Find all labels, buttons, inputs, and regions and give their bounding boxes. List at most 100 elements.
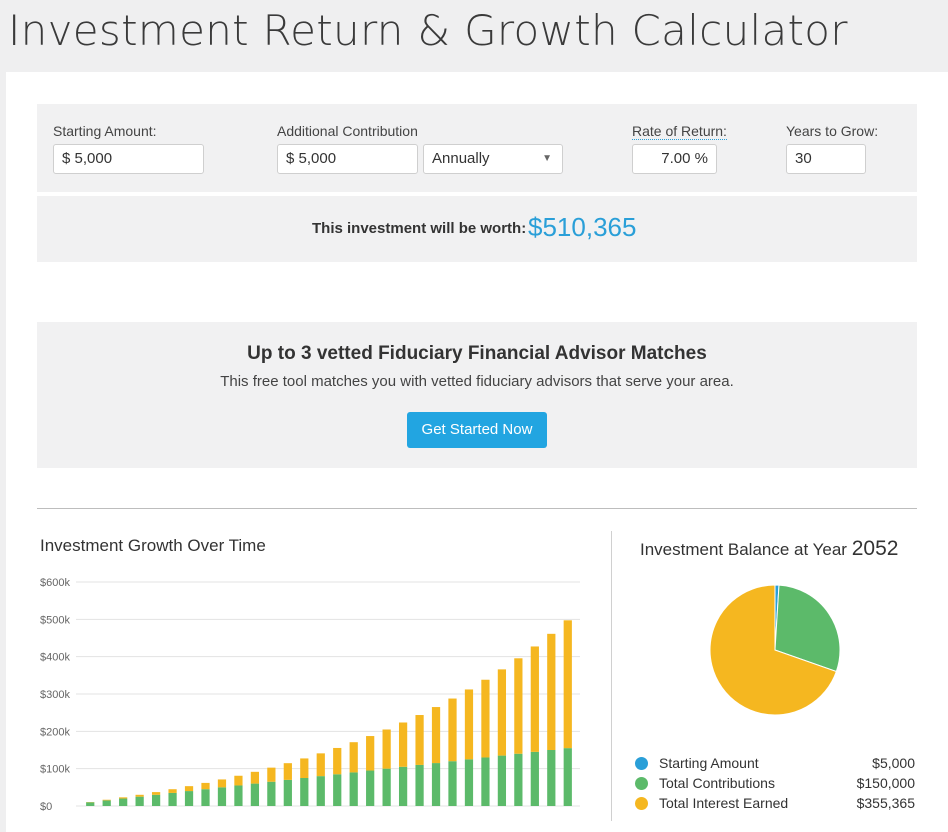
bar-interest: [432, 707, 440, 763]
bar-interest: [415, 715, 423, 765]
legend-dot: [635, 777, 648, 790]
rate-of-return-label[interactable]: Rate of Return:: [632, 123, 727, 140]
bar-contributions: [564, 748, 572, 806]
get-started-button[interactable]: Get Started Now: [407, 412, 547, 448]
bar-interest: [564, 620, 572, 748]
bar-contributions: [366, 771, 374, 806]
years-to-grow-input[interactable]: 30: [786, 144, 866, 174]
bar-interest: [448, 699, 456, 762]
bar-interest: [366, 736, 374, 770]
bar-contributions: [152, 795, 160, 806]
balance-title-text: Investment Balance at Year: [640, 540, 847, 559]
bar-contributions: [201, 789, 209, 806]
bar-contributions: [432, 763, 440, 806]
legend-label: Starting Amount: [659, 755, 759, 771]
bar-interest: [481, 680, 489, 758]
legend-value: $150,000: [857, 775, 915, 791]
advisor-promo: Up to 3 vetted Fiduciary Financial Advis…: [37, 322, 917, 468]
bar-interest: [185, 786, 193, 791]
bar-contributions: [136, 797, 144, 806]
bar-interest: [547, 634, 555, 750]
bar-contributions: [399, 767, 407, 806]
bar-contributions: [514, 754, 522, 806]
frequency-select[interactable]: Annually ▼: [423, 144, 563, 174]
legend-item-total-interest: Total Interest Earned $355,365: [635, 794, 915, 814]
years-to-grow-label: Years to Grow:: [786, 123, 878, 139]
bar-contributions: [498, 756, 506, 806]
legend-value: $5,000: [872, 755, 915, 771]
bar-contributions: [333, 774, 341, 806]
growth-chart-title: Investment Growth Over Time: [40, 536, 266, 556]
bar-contributions: [119, 799, 127, 806]
bar-interest: [531, 646, 539, 751]
advisor-title: Up to 3 vetted Fiduciary Financial Advis…: [37, 343, 917, 365]
contribution-label: Additional Contribution: [277, 123, 418, 139]
bar-interest: [333, 748, 341, 774]
bar-interest: [218, 779, 226, 787]
bar-contributions: [267, 782, 275, 806]
bar-contributions: [465, 759, 473, 806]
advisor-subtitle: This free tool matches you with vetted f…: [37, 373, 917, 390]
legend-item-starting-amount: Starting Amount $5,000: [635, 754, 915, 774]
legend-label: Total Interest Earned: [659, 795, 788, 811]
y-tick-label: $300k: [40, 689, 70, 701]
bar-interest: [317, 753, 325, 776]
y-tick-label: $600k: [40, 577, 70, 589]
balance-title: Investment Balance at Year 2052: [640, 537, 898, 561]
starting-amount-label: Starting Amount:: [53, 123, 157, 139]
bar-contributions: [234, 785, 242, 806]
result-label: This investment will be worth:: [312, 220, 526, 237]
bar-interest: [152, 792, 160, 795]
bar-interest: [300, 758, 308, 778]
bar-interest: [350, 742, 358, 772]
y-tick-label: $500k: [40, 614, 70, 626]
result-value: $510,365: [528, 212, 636, 243]
bar-interest: [465, 689, 473, 759]
bar-contributions: [383, 769, 391, 806]
y-tick-label: $0: [40, 801, 52, 813]
bar-contributions: [531, 752, 539, 806]
bar-interest: [399, 722, 407, 766]
legend-value: $355,365: [857, 795, 915, 811]
bar-contributions: [218, 787, 226, 806]
y-tick-label: $200k: [40, 726, 70, 738]
legend-dot: [635, 757, 648, 770]
bar-contributions: [168, 793, 176, 806]
y-tick-label: $100k: [40, 764, 70, 776]
starting-amount-input[interactable]: $ 5,000: [53, 144, 204, 174]
balance-year: 2052: [852, 537, 899, 560]
bar-interest: [514, 658, 522, 753]
bar-contributions: [350, 772, 358, 806]
bar-contributions: [481, 757, 489, 806]
bar-contributions: [300, 778, 308, 806]
bar-interest: [383, 729, 391, 768]
chevron-down-icon: ▼: [542, 151, 552, 167]
bar-contributions: [415, 765, 423, 806]
bar-interest: [234, 776, 242, 786]
result-bar: This investment will be worth: $510,365: [37, 196, 917, 262]
bar-contributions: [103, 800, 111, 806]
bar-contributions: [317, 776, 325, 806]
bar-interest: [119, 797, 127, 798]
bar-interest: [168, 789, 176, 793]
bar-interest: [136, 795, 144, 797]
legend-label: Total Contributions: [659, 775, 775, 791]
bar-contributions: [86, 802, 94, 806]
bar-contributions: [547, 750, 555, 806]
bar-interest: [103, 800, 111, 801]
bar-contributions: [284, 780, 292, 806]
bar-interest: [284, 763, 292, 780]
growth-chart: $0 $100k $200k $300k $400k $500k $600k: [30, 570, 590, 817]
chart-divider: [611, 531, 612, 821]
rate-of-return-input[interactable]: 7.00 %: [632, 144, 717, 174]
y-tick-label: $400k: [40, 652, 70, 664]
page-title: Investment Return & Growth Calculator: [8, 6, 848, 55]
bar-interest: [267, 768, 275, 782]
bar-interest: [251, 772, 259, 784]
section-divider: [37, 508, 917, 509]
bar-contributions: [251, 784, 259, 806]
contribution-input[interactable]: $ 5,000: [277, 144, 418, 174]
bar-interest: [498, 669, 506, 755]
bar-contributions: [185, 791, 193, 806]
frequency-value: Annually: [432, 150, 490, 167]
